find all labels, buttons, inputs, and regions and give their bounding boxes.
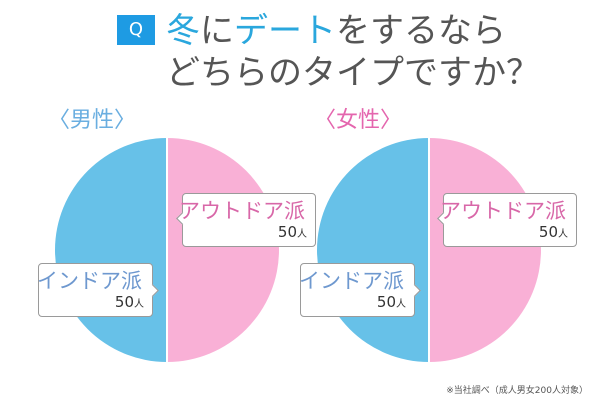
callout-label: インドア派 bbox=[37, 269, 142, 293]
title-text: をするなら bbox=[336, 11, 506, 51]
title-highlight-date: デート bbox=[234, 11, 336, 51]
female-outdoor-slice bbox=[429, 138, 541, 362]
female-outdoor-callout: アウトドア派 50人 bbox=[437, 193, 577, 247]
female-indoor-callout: インドア派 50人 bbox=[299, 263, 421, 317]
male-indoor-callout: インドア派 50人 bbox=[37, 263, 159, 317]
page-title: 冬にデートをするなら どちらのタイプですか？ bbox=[166, 10, 540, 94]
female-pie-chart bbox=[317, 138, 541, 362]
title-text: に bbox=[200, 11, 234, 51]
title-line-1: 冬にデートをするなら bbox=[166, 10, 540, 52]
callout-label: アウトドア派 bbox=[440, 199, 566, 223]
female-group-label: 〈女性〉 bbox=[314, 108, 403, 133]
callout-count: 50人 bbox=[538, 223, 568, 241]
male-indoor-slice bbox=[55, 138, 167, 362]
question-badge: Q bbox=[117, 15, 155, 45]
footnote: ※当社調べ（成人男女200人対象） bbox=[446, 386, 588, 396]
callout-count: 50人 bbox=[114, 293, 144, 311]
male-pie-chart bbox=[55, 138, 279, 362]
male-outdoor-callout: アウトドア派 50人 bbox=[176, 193, 316, 247]
callout-label: インドア派 bbox=[299, 269, 404, 293]
callout-count: 50人 bbox=[277, 223, 307, 241]
title-line-2: どちらのタイプですか？ bbox=[166, 53, 540, 93]
callout-label: アウトドア派 bbox=[179, 199, 305, 223]
callout-count: 50人 bbox=[376, 293, 406, 311]
female-indoor-slice bbox=[317, 138, 429, 362]
male-outdoor-slice bbox=[167, 138, 279, 362]
title-highlight-winter: 冬 bbox=[166, 11, 200, 51]
male-group-label: 〈男性〉 bbox=[48, 108, 137, 133]
